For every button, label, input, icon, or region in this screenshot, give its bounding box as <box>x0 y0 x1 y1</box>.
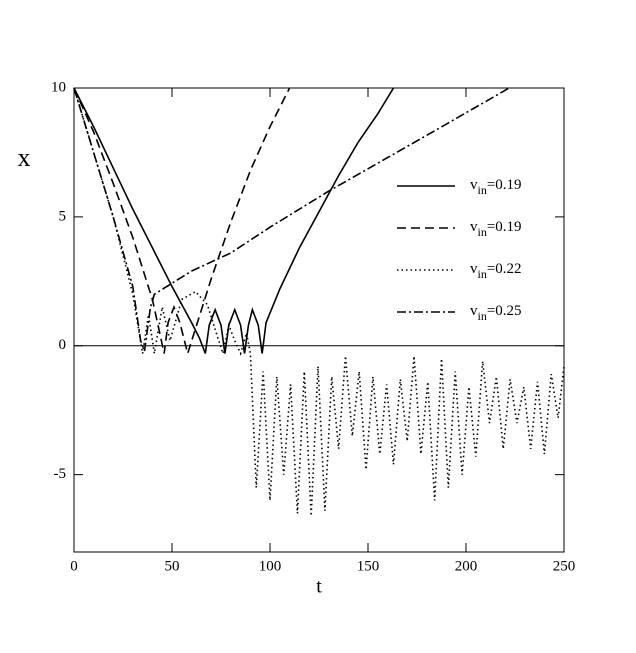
y-axis-label: x <box>18 143 31 172</box>
legend-label: vin=0.19 <box>470 219 522 238</box>
legend-label: vin=0.25 <box>470 303 522 322</box>
x-tick-label: 0 <box>70 558 78 574</box>
series-line <box>73 87 510 352</box>
series-line <box>73 87 565 516</box>
x-tick-label: 100 <box>259 558 282 574</box>
plot-frame <box>73 87 565 553</box>
x-tick-label: 150 <box>357 558 380 574</box>
y-tick-label: 5 <box>59 208 67 224</box>
legend-label: vin=0.19 <box>470 177 522 196</box>
x-tick-label: 50 <box>165 558 180 574</box>
y-tick-label: 10 <box>51 79 66 95</box>
legend-label: vin=0.22 <box>470 261 522 280</box>
x-axis-label: t <box>316 576 322 598</box>
y-tick-label: 0 <box>59 337 67 353</box>
y-tick-label: -5 <box>54 466 67 482</box>
series-line <box>73 87 291 357</box>
series-line <box>73 87 395 354</box>
x-tick-label: 250 <box>553 558 576 574</box>
x-tick-label: 200 <box>455 558 478 574</box>
